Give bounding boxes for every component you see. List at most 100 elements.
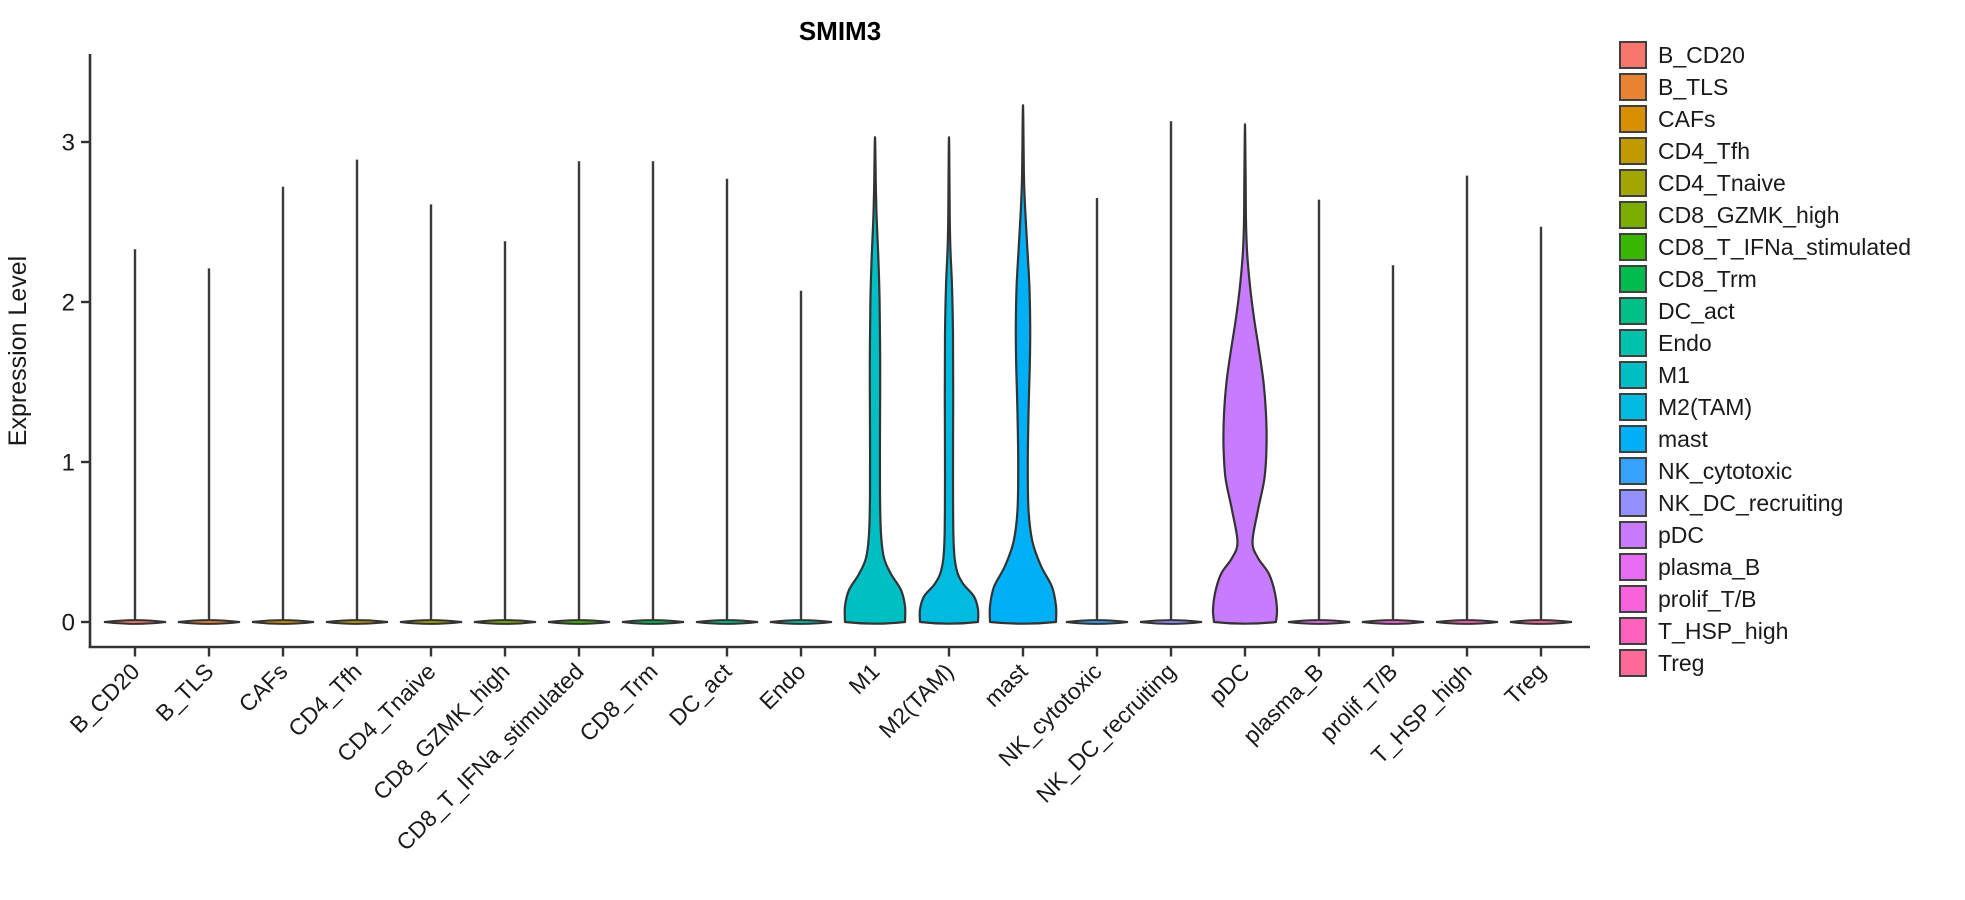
legend-swatch	[1619, 233, 1647, 261]
y-tick-label: 1	[62, 450, 75, 477]
x-tick-label: NK_DC_recruiting	[1031, 658, 1180, 807]
x-tick-label: Endo	[754, 658, 810, 714]
pancake-DC_act	[695, 619, 759, 625]
y-tick-label: 3	[62, 130, 75, 157]
x-tick-label: plasma_B	[1238, 658, 1329, 749]
x-tick-label: M1	[844, 658, 885, 699]
pancake-CD8_Trm	[621, 619, 685, 625]
y-tick-label: 0	[62, 610, 75, 637]
legend-item: NK_cytotoxic	[1619, 457, 1911, 485]
y-axis-title: Expression Level	[4, 256, 32, 446]
legend-item: pDC	[1619, 521, 1911, 549]
legend-swatch	[1619, 41, 1647, 69]
legend-item: CD8_GZMK_high	[1619, 201, 1911, 229]
legend-label: plasma_B	[1658, 554, 1761, 580]
legend-item: Treg	[1619, 649, 1911, 677]
legend-swatch	[1619, 585, 1647, 613]
legend-label: M2(TAM)	[1658, 394, 1753, 420]
legend-swatch	[1619, 329, 1647, 357]
legend-item: CD8_Trm	[1619, 265, 1911, 293]
legend-label: CD8_Trm	[1658, 266, 1757, 292]
legend-label: CD4_Tnaive	[1658, 170, 1786, 196]
pancake-NK_cytotoxic	[1065, 619, 1129, 625]
legend-swatch	[1619, 105, 1647, 133]
legend-label: M1	[1658, 362, 1690, 388]
legend-label: B_TLS	[1658, 74, 1729, 100]
legend-swatch	[1619, 361, 1647, 389]
pancake-Treg	[1509, 619, 1573, 625]
y-tick-label: 2	[62, 290, 75, 317]
legend-item: DC_act	[1619, 297, 1911, 325]
legend-item: M2(TAM)	[1619, 393, 1911, 421]
pancake-CD8_GZMK_high	[473, 619, 537, 625]
legend-item: CD8_T_IFNa_stimulated	[1619, 233, 1911, 261]
legend-swatch	[1619, 649, 1647, 677]
legend-label: DC_act	[1658, 298, 1735, 324]
legend-swatch	[1619, 617, 1647, 645]
legend-label: mast	[1658, 426, 1708, 452]
chart-title: SMIM3	[799, 16, 881, 46]
legend-item: plasma_B	[1619, 553, 1911, 581]
x-tick-labels: B_CD20 B_TLS CAFsCD4_TfhCD4_TnaiveCD8_GZMK…	[65, 658, 1551, 856]
legend-label: pDC	[1658, 522, 1705, 548]
legend-label: NK_DC_recruiting	[1658, 490, 1844, 516]
legend-swatch	[1619, 393, 1647, 421]
legend-item: B_TLS	[1619, 73, 1911, 101]
legend-swatch	[1619, 265, 1647, 293]
legend-swatch	[1619, 137, 1647, 165]
x-tick-label: Treg	[1499, 658, 1550, 709]
legend-label: NK_cytotoxic	[1658, 458, 1793, 484]
legend-item: CAFs	[1619, 105, 1911, 133]
pancake-CD4_Tfh	[325, 619, 389, 625]
legend-item: Endo	[1619, 329, 1911, 357]
legend-item: prolif_T/B	[1619, 585, 1911, 613]
pancake-plasma_B	[1287, 619, 1351, 625]
legend-swatch	[1619, 489, 1647, 517]
legend-swatch	[1619, 169, 1647, 197]
violins	[103, 104, 1573, 625]
axes	[81, 54, 1590, 657]
x-tick-label: B_CD20	[65, 658, 145, 738]
legend-swatch	[1619, 553, 1647, 581]
legend-label: prolif_T/B	[1658, 586, 1757, 612]
x-tick-label: CD8_GZMK_high	[368, 658, 515, 805]
violin-M2(TAM)	[918, 136, 980, 625]
pancake-B_CD20	[103, 619, 167, 625]
legend: B_CD20 B_TLS CAFs CD4_Tfh CD4_Tnaive CD8_GZMK…	[1619, 41, 1911, 681]
pancake-CAFs	[251, 619, 315, 625]
legend-label: B_CD20	[1658, 42, 1745, 68]
legend-item: CD4_Tnaive	[1619, 169, 1911, 197]
pancake-prolif_T/B	[1361, 619, 1425, 625]
pancake-CD8_T_IFNa_stimulated	[547, 619, 611, 625]
pancake-CD4_Tnaive	[399, 619, 463, 625]
x-tick-label: CD8_Trm	[574, 658, 662, 746]
x-tick-label: M2(TAM)	[874, 658, 959, 743]
pancake-B_TLS	[177, 619, 241, 625]
legend-item: M1	[1619, 361, 1911, 389]
legend-item: B_CD20	[1619, 41, 1911, 69]
legend-item: mast	[1619, 425, 1911, 453]
violin-M1	[843, 136, 907, 625]
legend-swatch	[1619, 297, 1647, 325]
legend-label: Endo	[1658, 330, 1712, 356]
legend-swatch	[1619, 521, 1647, 549]
x-tick-label: CAFs	[233, 658, 292, 717]
legend-label: CD8_GZMK_high	[1658, 202, 1840, 228]
pancake-T_HSP_high	[1435, 619, 1499, 625]
legend-swatch	[1619, 201, 1647, 229]
legend-swatch	[1619, 457, 1647, 485]
pancake-NK_DC_recruiting	[1139, 619, 1203, 625]
x-tick-label: DC_act	[664, 658, 737, 731]
violin-pDC	[1211, 123, 1279, 625]
legend-item: NK_DC_recruiting	[1619, 489, 1911, 517]
y-tick-labels: 0 1 2 3	[62, 130, 75, 637]
legend-item: T_HSP_high	[1619, 617, 1911, 645]
legend-label: CD4_Tfh	[1658, 138, 1751, 164]
pancake-Endo	[769, 619, 833, 625]
legend-label: Treg	[1658, 650, 1705, 676]
violin-mast	[988, 104, 1058, 625]
x-tick-label: B_TLS	[150, 658, 218, 726]
legend-label: CD8_T_IFNa_stimulated	[1658, 234, 1912, 260]
legend-item: CD4_Tfh	[1619, 137, 1911, 165]
